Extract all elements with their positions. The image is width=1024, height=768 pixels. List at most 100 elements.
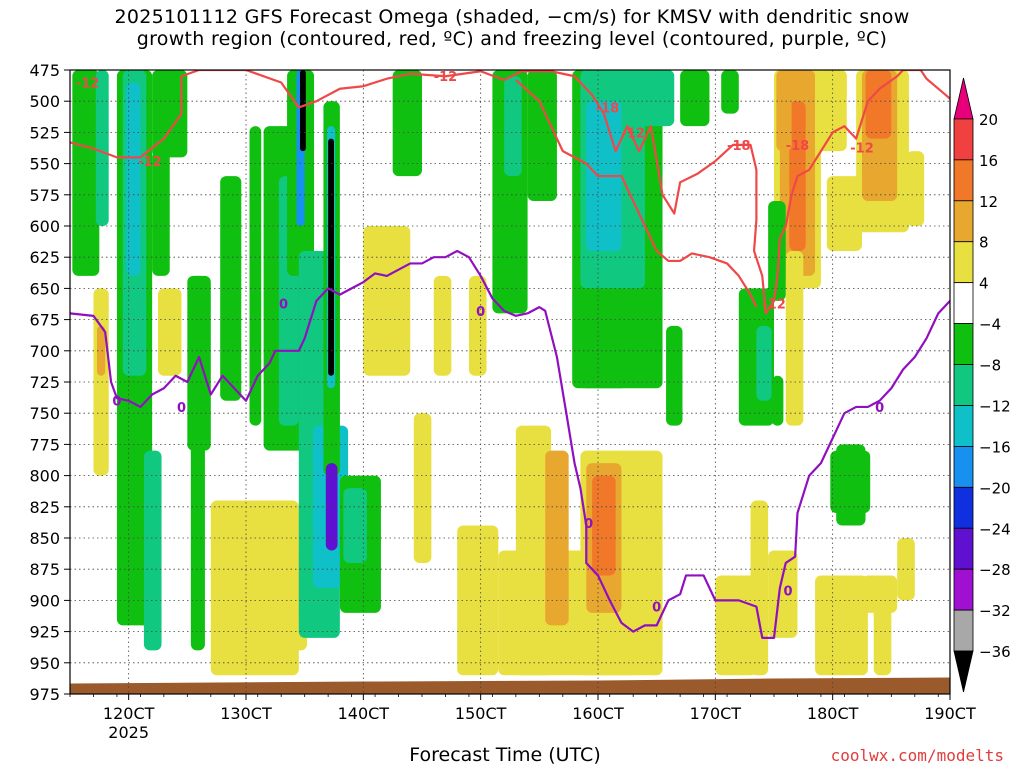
y-tick-label: 850 — [29, 529, 60, 548]
colorbar-swatch — [953, 282, 974, 324]
dgz-contour-label: -12 — [762, 297, 786, 312]
freezing-level-line — [70, 249, 950, 639]
freezing-level-label: 0 — [112, 395, 121, 410]
freezing-level-label: 0 — [476, 305, 485, 320]
omega-negative-region — [392, 70, 422, 177]
y-tick-label: 750 — [29, 404, 60, 423]
omega-negative-region — [504, 76, 522, 177]
omega-negative-region — [680, 70, 710, 127]
x-tick-label: 140CT — [338, 704, 390, 723]
chart-title-line-1: 2025101112 GFS Forecast Omega (shaded, −… — [114, 6, 910, 28]
colorbar-label: 8 — [979, 234, 989, 252]
omega-positive-region — [832, 70, 847, 102]
colorbar-bottom-arrow — [953, 650, 974, 693]
omega-positive-region — [715, 575, 757, 676]
x-tick-label: 120CT — [103, 704, 155, 723]
dgz-contour-label: -18 — [727, 139, 751, 154]
dgz-contour-label: -12 — [434, 70, 458, 85]
colorbar-label: −20 — [979, 479, 1011, 497]
x-axis-label: Forecast Time (UTC) — [409, 744, 601, 766]
omega-negative-region — [220, 176, 242, 401]
dgz-contour-label: -12 — [850, 141, 874, 156]
freezing-level-label: 0 — [784, 584, 793, 599]
y-tick-label: 475 — [29, 61, 60, 80]
omega-negative-region — [143, 450, 162, 651]
y-tick-label: 675 — [29, 311, 60, 330]
chart-title: 2025101112 GFS Forecast Omega (shaded, −… — [0, 6, 1024, 50]
omega-negative-region — [721, 70, 739, 114]
x-tick-label: 190CT — [924, 704, 976, 723]
y-tick-label: 900 — [29, 591, 60, 610]
omega-negative-region — [639, 70, 675, 127]
ground-band — [70, 677, 950, 694]
omega-positive-region — [457, 525, 499, 676]
omega-positive-region — [433, 275, 452, 376]
y-tick-label: 825 — [29, 498, 60, 517]
omega-positive-region — [515, 425, 552, 676]
omega-positive-region — [234, 550, 264, 651]
dgz-contour-label: -12 — [621, 126, 645, 141]
colorbar-label: −4 — [979, 316, 1001, 334]
y-tick-label: 925 — [29, 623, 60, 642]
omega-positive-region — [906, 151, 925, 226]
omega-negative-region — [756, 325, 772, 401]
omega-negative-region — [580, 288, 628, 389]
colorbar-swatch — [953, 200, 974, 243]
colorbar-label: −12 — [979, 397, 1011, 415]
y-tick-label: 525 — [29, 123, 60, 142]
x-tick-label: 150CT — [455, 704, 507, 723]
freezing-level-label: 0 — [584, 517, 593, 532]
colorbar-swatch — [953, 118, 974, 161]
x-tick-label: 180CT — [807, 704, 859, 723]
omega-positive-region — [627, 513, 663, 663]
omega-negative-region — [771, 375, 784, 426]
chart-title-line-2: growth region (contoured, red, ºC) and f… — [136, 28, 888, 50]
y-tick-label: 800 — [29, 467, 60, 486]
dgz-contour-label: -12 — [76, 76, 100, 91]
dgz-contour-label: -18 — [596, 101, 620, 116]
y-tick-label: 700 — [29, 342, 60, 361]
colorbar-swatch — [953, 527, 974, 570]
y-tick-label: 950 — [29, 654, 60, 673]
y-tick-label: 500 — [29, 92, 60, 111]
y-tick-label: 775 — [29, 435, 60, 454]
x-tick-label: 130CT — [220, 704, 272, 723]
dgz-contour-line — [70, 70, 950, 315]
omega-positive-region — [785, 250, 804, 426]
omega-negative-region — [836, 444, 866, 526]
colorbar-swatch — [953, 323, 974, 365]
x-tick-label: 160CT — [572, 704, 624, 723]
y-tick-label: 550 — [29, 155, 60, 174]
omega-positive-region — [468, 275, 487, 376]
colorbar-swatch — [953, 241, 974, 284]
omega-negative-region — [187, 275, 211, 451]
omega-positive-region — [750, 500, 769, 676]
colorbar-label: 16 — [979, 152, 998, 170]
y-tick-label: 600 — [29, 217, 60, 236]
omega-negative-region — [299, 70, 306, 152]
colorbar-label: 4 — [979, 275, 989, 293]
freezing-level-label: 0 — [652, 601, 661, 616]
omega-negative-region — [95, 70, 109, 226]
omega-negative-region — [126, 82, 141, 276]
colorbar-label: −24 — [979, 520, 1011, 538]
colorbar-label: −28 — [979, 561, 1011, 579]
colorbar-swatch — [953, 159, 974, 202]
omega-positive-region — [776, 70, 792, 152]
dgz-contour-label: -18 — [786, 139, 810, 154]
omega-negative-region — [666, 325, 683, 426]
colorbar-top-arrow — [953, 77, 974, 120]
freezing-level-label: 0 — [875, 401, 884, 416]
colorbar-swatch — [953, 405, 974, 447]
credit-link[interactable]: coolwx.com/modelts — [830, 746, 1004, 765]
omega-positive-region — [96, 325, 106, 376]
freezing-level-label: 0 — [177, 401, 186, 416]
colorbar-label: −16 — [979, 438, 1011, 456]
y-tick-label: 625 — [29, 248, 60, 267]
colorbar-label: −8 — [979, 357, 1001, 375]
omega-positive-region — [873, 575, 892, 676]
x-tick-year-label: 2025 — [108, 723, 149, 742]
omega-negative-region — [527, 70, 557, 202]
x-tick-label: 170CT — [690, 704, 742, 723]
